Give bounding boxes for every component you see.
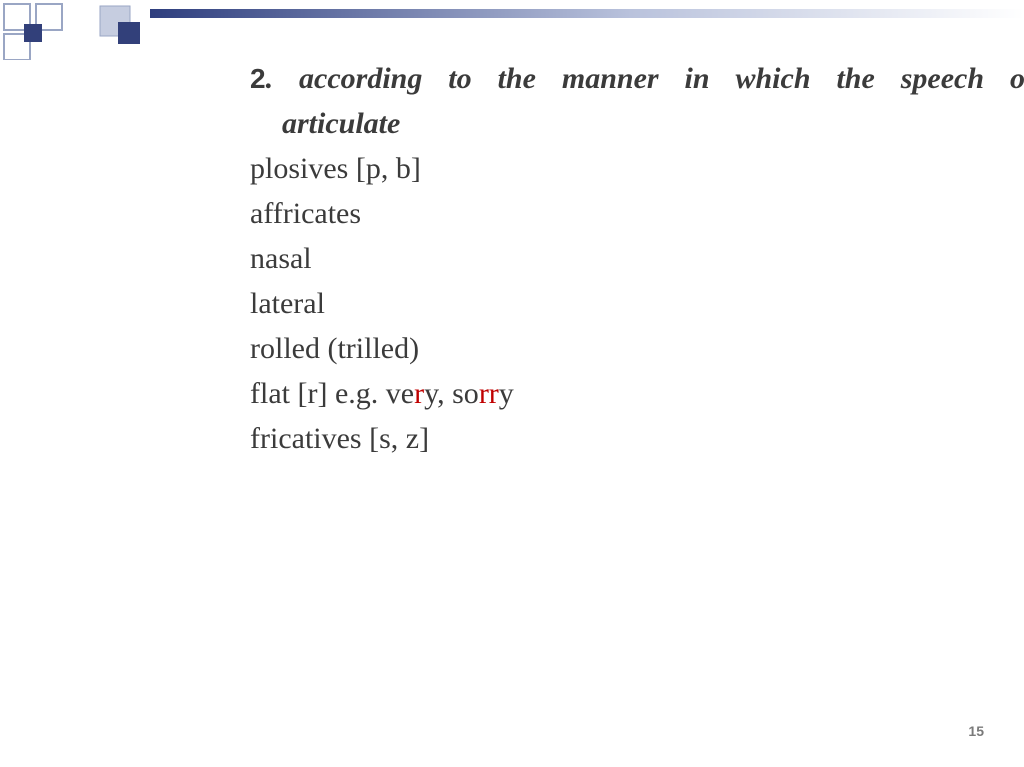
heading-number: 2 [250, 63, 266, 94]
square-icon [100, 6, 130, 36]
body-line-flat: flat [r] e.g. very, sorry [250, 371, 1024, 416]
square-icon [24, 24, 42, 42]
body-line: rolled (trilled) [250, 326, 1024, 371]
body-line: fricatives [s, z] [250, 416, 1024, 461]
square-icon [36, 4, 62, 30]
gradient-bar-icon [150, 9, 1024, 18]
heading-text-1: . according to the manner in which the s… [266, 62, 1024, 95]
body-line: affricates [250, 191, 1024, 236]
square-icon [118, 22, 140, 44]
text-fragment: flat [r] e.g. ve [250, 377, 414, 410]
square-icon [4, 4, 30, 30]
heading-line-1: 2. according to the manner in which the … [250, 56, 1024, 101]
body-line: plosives [p, b] [250, 146, 1024, 191]
heading-line-2: articulate [250, 101, 1024, 146]
text-fragment: y [499, 377, 514, 410]
slide: 2. according to the manner in which the … [0, 0, 1024, 767]
header-decoration [0, 0, 1024, 60]
page-number: 15 [968, 723, 984, 739]
body-line: nasal [250, 236, 1024, 281]
square-icon [4, 34, 30, 60]
red-letter: rr [479, 377, 499, 410]
red-letter: r [414, 377, 424, 410]
text-fragment: y, so [424, 377, 479, 410]
body-line: lateral [250, 281, 1024, 326]
slide-content: 2. according to the manner in which the … [250, 56, 1024, 461]
